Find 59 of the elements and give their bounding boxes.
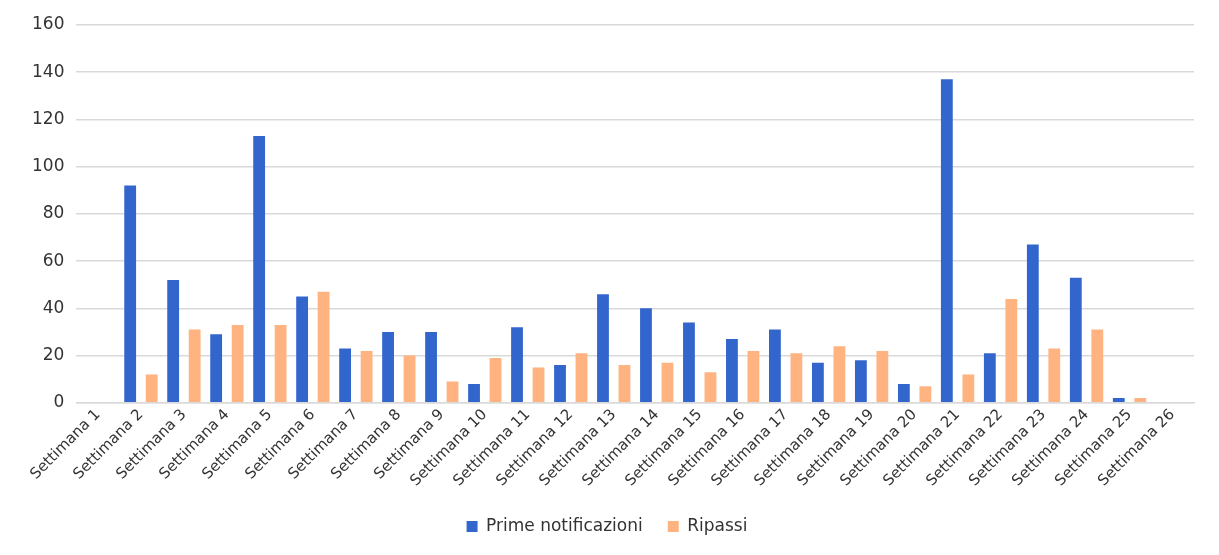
bar [511, 327, 523, 403]
bar [790, 353, 803, 403]
bar [769, 329, 781, 403]
bar [575, 353, 588, 403]
bar [167, 280, 180, 403]
bar [726, 339, 738, 403]
bar [854, 360, 867, 403]
bar [554, 365, 566, 403]
y-tick-label: 140 [31, 60, 65, 81]
bar [339, 348, 351, 403]
bar [489, 357, 502, 403]
bar [597, 294, 609, 403]
bar [683, 322, 695, 403]
bar [231, 324, 244, 403]
bar [145, 374, 158, 403]
y-tick-label: 0 [53, 391, 65, 412]
bar [962, 374, 975, 403]
bar [532, 367, 545, 403]
bar [317, 291, 330, 403]
y-tick-label: 100 [31, 155, 65, 176]
bar [983, 353, 996, 403]
bar [274, 324, 287, 403]
y-tick-label: 120 [31, 107, 65, 128]
y-tick-label: 80 [42, 202, 65, 223]
legend-label: Prime notificazioni [486, 514, 643, 535]
bar [811, 362, 824, 403]
legend-label: Ripassi [687, 514, 748, 535]
bar [618, 365, 631, 403]
bar [747, 350, 760, 403]
y-tick-label: 60 [42, 249, 65, 270]
bar [1005, 298, 1018, 403]
bar [1048, 348, 1061, 403]
bar [360, 350, 373, 403]
bar [833, 346, 846, 403]
bar [253, 135, 266, 403]
bar [1069, 277, 1082, 403]
bar [210, 334, 223, 403]
bar [1091, 329, 1104, 403]
bar [661, 362, 674, 403]
bar [382, 331, 394, 403]
bar [425, 331, 437, 403]
bar [124, 185, 137, 403]
bar [940, 79, 953, 403]
y-tick-label: 20 [42, 344, 65, 365]
bar [704, 372, 717, 403]
bar [919, 386, 932, 403]
bar [1112, 398, 1125, 403]
bar [468, 383, 480, 403]
bar [188, 329, 201, 403]
y-tick-label: 40 [42, 296, 65, 317]
bar [1026, 244, 1039, 403]
bar [1134, 398, 1147, 403]
bar [640, 308, 652, 403]
bar [296, 296, 309, 403]
bar [403, 355, 416, 403]
y-tick-label: 160 [31, 13, 65, 34]
bar [446, 381, 459, 403]
bar [897, 383, 910, 403]
bar [876, 350, 889, 403]
